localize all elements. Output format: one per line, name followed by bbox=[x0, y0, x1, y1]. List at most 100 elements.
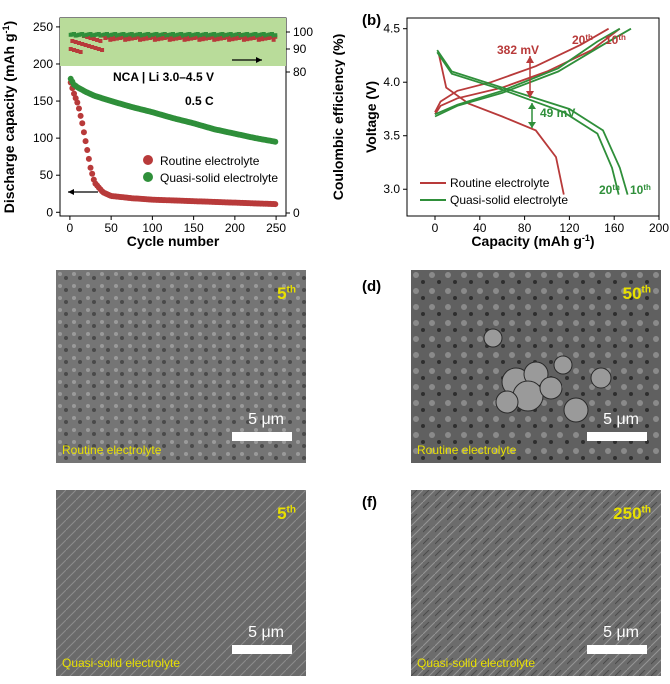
ce-point-routine bbox=[256, 37, 261, 42]
ce-point-routine bbox=[96, 47, 101, 51]
ce-point-routine bbox=[225, 35, 230, 40]
capacity-point bbox=[79, 120, 86, 127]
x-axis-title: Cycle number bbox=[127, 233, 220, 249]
ce-point-routine bbox=[147, 36, 152, 40]
x-tick-label: 50 bbox=[104, 221, 118, 235]
ce-point-routine bbox=[76, 41, 81, 45]
ce-point-routine bbox=[88, 36, 93, 40]
cycle-badge-d: 50th bbox=[622, 284, 651, 303]
ce-point-routine bbox=[75, 49, 80, 53]
cycle-badge-f: 250th bbox=[613, 504, 651, 523]
plot-frame-b bbox=[406, 17, 660, 217]
scale-text-f: 5 μm bbox=[603, 624, 639, 641]
capacity-point bbox=[87, 164, 94, 171]
ce-point-routine bbox=[189, 36, 194, 41]
discharge-curve-quasi-10 bbox=[436, 49, 629, 195]
legend-b-quasi: Quasi-solid electrolyte bbox=[450, 193, 568, 207]
ce-point-routine bbox=[129, 36, 134, 41]
capacity-point bbox=[272, 138, 279, 145]
scale-text-c: 5 μm bbox=[248, 411, 284, 428]
panel-label-d: (d) bbox=[362, 278, 382, 295]
capacity-point bbox=[82, 138, 89, 145]
b-x-tick-label: 40 bbox=[473, 221, 487, 235]
ce-point-routine bbox=[203, 36, 208, 41]
b-y-tick-label: 4.0 bbox=[383, 75, 400, 89]
b-y-tick-label: 3.0 bbox=[383, 182, 400, 196]
ce-point-routine bbox=[100, 48, 105, 52]
ce-point-routine bbox=[73, 40, 78, 44]
discharge-curve-quasi-20 bbox=[436, 51, 620, 195]
y-tick-label: 50 bbox=[40, 168, 54, 182]
y-axis-title-right: Coulombic efficiency (%) bbox=[330, 34, 345, 200]
ce-point-routine bbox=[243, 34, 248, 39]
capacity-point bbox=[75, 105, 82, 112]
ce-point-routine bbox=[233, 36, 238, 41]
ce-point-routine bbox=[212, 37, 217, 42]
y-right-tick-label: 80 bbox=[293, 65, 307, 79]
ce-point-routine bbox=[152, 37, 157, 42]
arrow-49 bbox=[528, 103, 536, 128]
ce-point-routine bbox=[174, 36, 179, 41]
ce-point-routine bbox=[156, 37, 161, 42]
capacity-point bbox=[84, 147, 91, 153]
label-10th-routine: 10th bbox=[605, 33, 626, 48]
ce-point-routine bbox=[70, 39, 75, 43]
caption-d: Routine electrolyte bbox=[417, 443, 517, 457]
ce-point-routine bbox=[80, 42, 85, 46]
chart-a: 0 50 100 150 200 250 0 50 100 150 200 250 100 90 80 0 N… bbox=[1, 17, 345, 249]
ce-point-routine bbox=[111, 37, 116, 42]
capacity-point bbox=[77, 112, 84, 119]
arrow-382 bbox=[526, 56, 534, 98]
ce-point-routine bbox=[230, 37, 235, 42]
annotation-rate: 0.5 C bbox=[185, 94, 214, 108]
ce-point-routine bbox=[263, 36, 268, 41]
y-right-tick-label: 90 bbox=[293, 42, 307, 56]
cycle-badge-c: 5th bbox=[277, 284, 296, 303]
y-tick-label: 100 bbox=[33, 131, 53, 145]
ce-point-routine bbox=[169, 34, 174, 39]
ce-point-routine bbox=[133, 36, 138, 40]
arrow-right bbox=[232, 57, 262, 63]
ce-point-routine bbox=[141, 37, 146, 42]
b-x-tick-label: 120 bbox=[559, 221, 579, 235]
scale-bar-c bbox=[232, 432, 292, 441]
ce-point-routine bbox=[151, 35, 156, 40]
label-20th-quasi: 20th bbox=[599, 183, 620, 198]
capacity-point bbox=[89, 170, 96, 177]
scale-bar-f bbox=[587, 645, 647, 654]
ce-point-routine bbox=[108, 37, 113, 42]
sem-image-d: 50th 5 μm Routine electrolyte bbox=[411, 270, 661, 463]
ce-point-routine bbox=[93, 46, 98, 50]
annotation-382mv: 382 mV bbox=[497, 43, 539, 57]
ce-point-routine bbox=[166, 35, 171, 40]
scale-bar-e bbox=[232, 645, 292, 654]
sem-image-e: 5th 5 μm Quasi-solid electrolyte bbox=[56, 490, 306, 676]
panel-label-b: (b) bbox=[362, 12, 382, 29]
y-tick-label: 150 bbox=[33, 94, 53, 108]
x-tick-label: 0 bbox=[67, 221, 74, 235]
legend-label-quasi: Quasi-solid electrolyte bbox=[160, 171, 278, 185]
ce-point-routine bbox=[85, 35, 90, 39]
ce-point-routine bbox=[118, 36, 123, 40]
ce-point-routine bbox=[271, 37, 276, 42]
y-tick-label: 200 bbox=[33, 57, 53, 71]
arrow-left bbox=[68, 189, 98, 195]
charge-curve-quasi-20 bbox=[434, 27, 621, 116]
x-tick-label: 100 bbox=[142, 221, 162, 235]
ce-point-routine bbox=[207, 36, 212, 40]
x-tick-label: 250 bbox=[266, 221, 286, 235]
ce-point-routine bbox=[266, 36, 271, 40]
legend-b-routine: Routine electrolyte bbox=[450, 176, 550, 190]
scale-bar-d bbox=[587, 432, 647, 441]
charge-curve-routine-20 bbox=[434, 27, 610, 113]
ce-point-routine bbox=[210, 35, 215, 40]
ce-point-routine bbox=[123, 37, 128, 42]
capacity-point bbox=[80, 129, 87, 136]
ce-point-routine bbox=[98, 39, 103, 43]
discharge-curve-routine bbox=[437, 52, 565, 195]
b-y-tick-label: 3.5 bbox=[383, 129, 400, 143]
panel-label-f: (f) bbox=[362, 494, 377, 511]
capacity-point bbox=[85, 155, 92, 162]
legend-marker-routine bbox=[143, 155, 153, 165]
y-tick-label: 250 bbox=[33, 20, 53, 34]
